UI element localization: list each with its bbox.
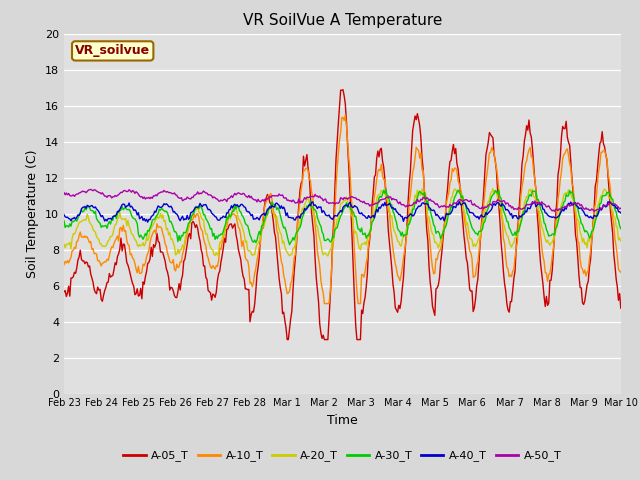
A-50_T <box>568 202 576 208</box>
A-40_T <box>456 199 463 204</box>
A-20_T <box>295 224 303 230</box>
A-05_T <box>568 176 576 181</box>
A-50_T <box>550 208 558 214</box>
A-05_T <box>617 305 625 311</box>
Line: A-20_T: A-20_T <box>64 189 621 256</box>
A-05_T <box>339 87 347 93</box>
A-05_T <box>472 297 479 302</box>
A-05_T <box>60 289 68 295</box>
A-10_T <box>472 272 479 278</box>
A-20_T <box>617 238 625 244</box>
A-30_T <box>568 189 576 195</box>
Line: A-30_T: A-30_T <box>64 190 621 245</box>
A-20_T <box>568 195 576 201</box>
A-05_T <box>284 336 291 342</box>
A-50_T <box>617 205 625 211</box>
A-30_T <box>472 230 479 236</box>
A-40_T <box>373 206 381 212</box>
A-40_T <box>617 210 625 216</box>
A-30_T <box>373 204 381 210</box>
Legend: A-05_T, A-10_T, A-20_T, A-30_T, A-40_T, A-50_T: A-05_T, A-10_T, A-20_T, A-30_T, A-40_T, … <box>119 446 566 466</box>
A-20_T <box>324 253 332 259</box>
A-40_T <box>144 219 152 225</box>
A-20_T <box>399 233 407 239</box>
A-05_T <box>296 188 304 193</box>
A-10_T <box>401 248 408 253</box>
A-40_T <box>568 202 576 208</box>
X-axis label: Time: Time <box>327 414 358 427</box>
A-30_T <box>234 203 241 209</box>
A-10_T <box>321 300 328 306</box>
A-40_T <box>472 213 479 219</box>
A-50_T <box>87 187 95 192</box>
A-50_T <box>60 190 68 195</box>
A-10_T <box>374 169 381 175</box>
Line: A-05_T: A-05_T <box>64 90 621 339</box>
A-50_T <box>373 201 381 206</box>
A-05_T <box>401 255 408 261</box>
Text: VR_soilvue: VR_soilvue <box>75 44 150 58</box>
A-30_T <box>617 226 625 232</box>
A-40_T <box>399 218 407 224</box>
A-20_T <box>60 241 68 247</box>
A-10_T <box>617 269 625 275</box>
A-20_T <box>234 210 241 216</box>
A-30_T <box>401 232 408 238</box>
Line: A-50_T: A-50_T <box>64 190 621 211</box>
A-10_T <box>295 208 303 214</box>
A-10_T <box>60 262 68 268</box>
A-10_T <box>234 218 241 224</box>
A-40_T <box>234 204 242 209</box>
A-05_T <box>234 238 241 243</box>
A-50_T <box>296 200 304 206</box>
A-50_T <box>470 201 478 207</box>
A-30_T <box>296 225 304 230</box>
A-05_T <box>374 148 381 154</box>
Title: VR SoilVue A Temperature: VR SoilVue A Temperature <box>243 13 442 28</box>
A-20_T <box>373 196 381 202</box>
Line: A-40_T: A-40_T <box>64 202 621 222</box>
A-40_T <box>60 212 68 217</box>
A-30_T <box>382 187 390 192</box>
Y-axis label: Soil Temperature (C): Soil Temperature (C) <box>26 149 40 278</box>
A-10_T <box>568 180 576 186</box>
A-20_T <box>470 241 478 247</box>
A-30_T <box>60 218 68 224</box>
A-30_T <box>285 242 293 248</box>
A-40_T <box>296 216 304 221</box>
Line: A-10_T: A-10_T <box>64 115 621 303</box>
A-20_T <box>489 186 497 192</box>
A-10_T <box>342 112 349 118</box>
A-50_T <box>399 202 407 207</box>
A-50_T <box>234 190 242 196</box>
